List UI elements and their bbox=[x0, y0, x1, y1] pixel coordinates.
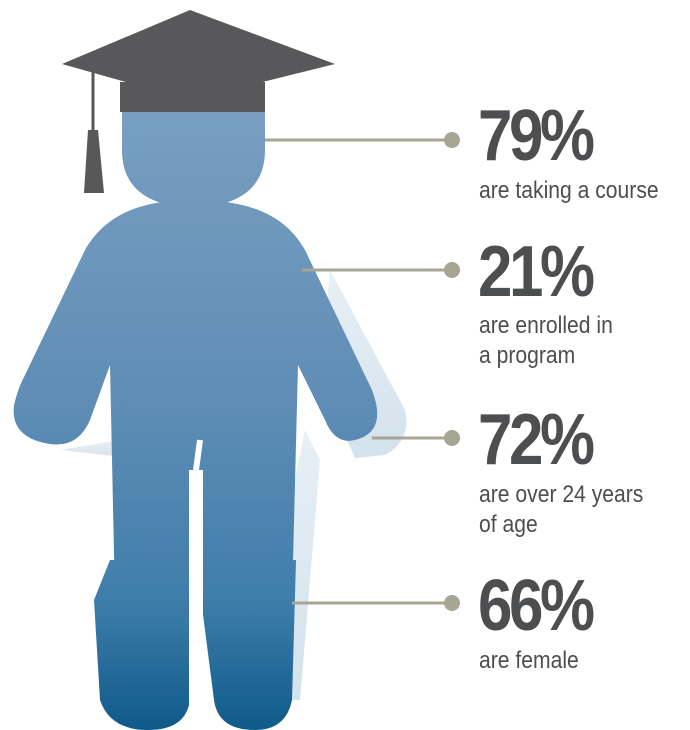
graduation-cap-icon bbox=[62, 10, 335, 193]
leader-dot-2 bbox=[444, 262, 460, 278]
stat-course-description: are taking a course bbox=[479, 177, 659, 204]
stat-course-value: 79% bbox=[478, 96, 595, 176]
leader-dot-4 bbox=[444, 595, 460, 611]
stat-program-description: are enrolled in a program bbox=[479, 312, 613, 369]
person-silhouette-icon bbox=[13, 108, 378, 730]
stat-age-value: 72% bbox=[478, 400, 595, 480]
leader-lines bbox=[265, 132, 460, 611]
stat-age-description: are over 24 years of age bbox=[479, 481, 644, 538]
stat-female-description: are female bbox=[479, 647, 579, 674]
leader-dot-1 bbox=[444, 132, 460, 148]
leader-dot-3 bbox=[444, 430, 460, 446]
stat-program-value: 21% bbox=[478, 232, 595, 312]
tassel-icon bbox=[84, 130, 104, 193]
stat-female-value: 66% bbox=[478, 566, 595, 646]
